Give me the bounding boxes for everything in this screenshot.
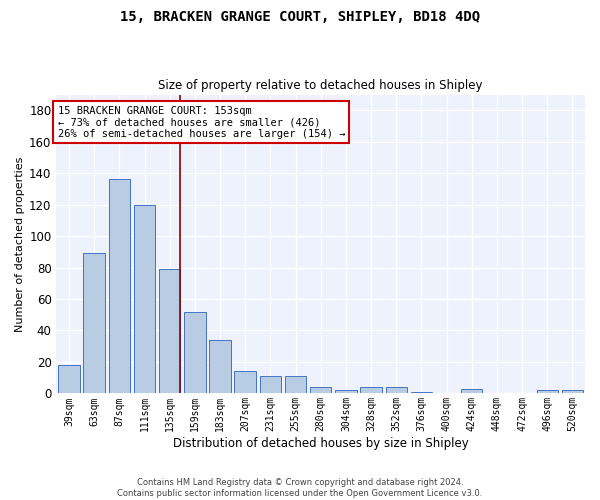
X-axis label: Distribution of detached houses by size in Shipley: Distribution of detached houses by size … (173, 437, 469, 450)
Bar (536, 390, 558, 394)
Bar (134, 204, 155, 394)
Bar (310, 387, 331, 394)
Bar (58, 365, 80, 394)
Bar (335, 390, 356, 394)
Bar (235, 372, 256, 394)
Title: Size of property relative to detached houses in Shipley: Size of property relative to detached ho… (158, 79, 483, 92)
Bar (410, 392, 432, 394)
Bar (260, 376, 281, 394)
Text: 15, BRACKEN GRANGE COURT, SHIPLEY, BD18 4DQ: 15, BRACKEN GRANGE COURT, SHIPLEY, BD18 … (120, 10, 480, 24)
Text: Contains HM Land Registry data © Crown copyright and database right 2024.
Contai: Contains HM Land Registry data © Crown c… (118, 478, 482, 498)
Text: 15 BRACKEN GRANGE COURT: 153sqm
← 73% of detached houses are smaller (426)
26% o: 15 BRACKEN GRANGE COURT: 153sqm ← 73% of… (58, 106, 345, 139)
Bar (386, 387, 407, 394)
Bar (361, 387, 382, 394)
Bar (109, 180, 130, 394)
Bar (83, 254, 105, 394)
Bar (285, 376, 306, 394)
Bar (159, 269, 181, 394)
Bar (562, 390, 583, 394)
Bar (209, 340, 231, 394)
Bar (461, 388, 482, 394)
Bar (184, 312, 206, 394)
Y-axis label: Number of detached properties: Number of detached properties (15, 156, 25, 332)
